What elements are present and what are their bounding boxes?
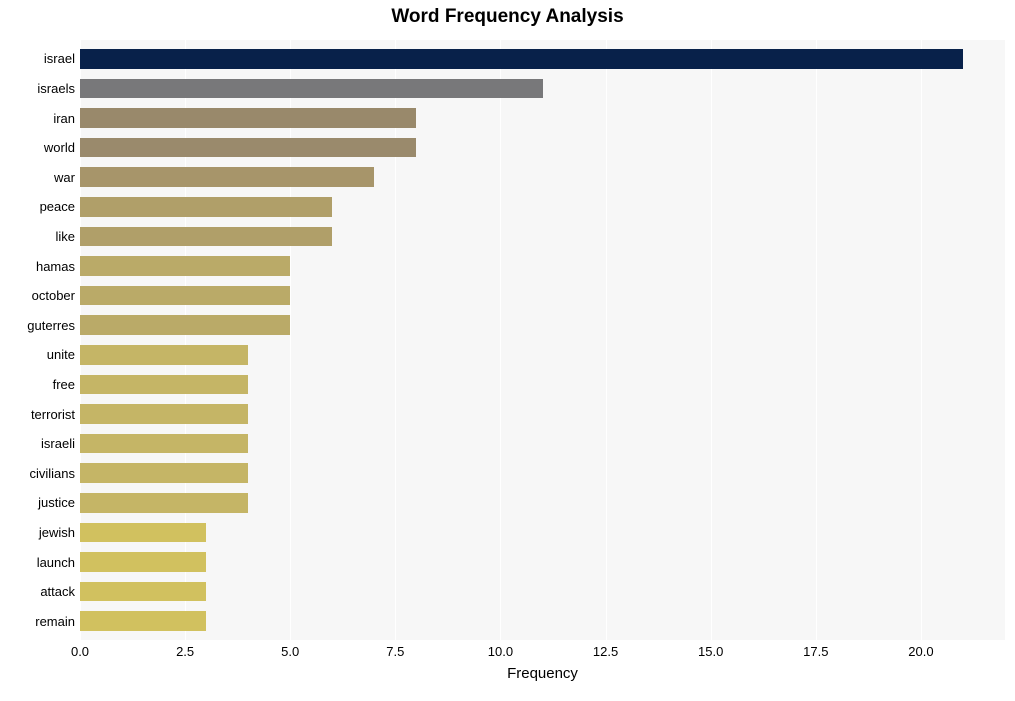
bar [80, 345, 248, 365]
y-tick-label: jewish [39, 525, 75, 540]
y-tick-label: civilians [29, 466, 75, 481]
y-tick-label: peace [40, 199, 75, 214]
bar [80, 552, 206, 572]
bar [80, 611, 206, 631]
x-tick-label: 0.0 [71, 644, 89, 659]
y-tick-label: war [54, 170, 75, 185]
x-tick-label: 7.5 [386, 644, 404, 659]
grid-line [395, 40, 396, 640]
bar [80, 197, 332, 217]
bar [80, 493, 248, 513]
bar [80, 49, 963, 69]
bar [80, 315, 290, 335]
y-tick-label: iran [53, 111, 75, 126]
y-tick-label: free [53, 377, 75, 392]
x-tick-label: 20.0 [908, 644, 933, 659]
grid-line [711, 40, 712, 640]
bar [80, 286, 290, 306]
y-tick-label: guterres [27, 318, 75, 333]
x-tick-label: 12.5 [593, 644, 618, 659]
bar [80, 167, 374, 187]
bar [80, 227, 332, 247]
grid-line [606, 40, 607, 640]
y-tick-label: world [44, 140, 75, 155]
x-tick-label: 15.0 [698, 644, 723, 659]
y-tick-label: justice [38, 495, 75, 510]
y-tick-label: hamas [36, 259, 75, 274]
y-tick-label: israeli [41, 436, 75, 451]
bar [80, 375, 248, 395]
x-axis-title: Frequency [80, 665, 1005, 682]
x-tick-label: 5.0 [281, 644, 299, 659]
bar [80, 138, 416, 158]
x-tick-label: 17.5 [803, 644, 828, 659]
x-tick-label: 10.0 [488, 644, 513, 659]
y-tick-label: launch [37, 555, 75, 570]
y-tick-label: like [55, 229, 75, 244]
bar [80, 108, 416, 128]
y-tick-label: unite [47, 347, 75, 362]
y-tick-label: attack [40, 584, 75, 599]
y-tick-label: israel [44, 51, 75, 66]
grid-line [921, 40, 922, 640]
bar [80, 79, 543, 99]
grid-line [185, 40, 186, 640]
plot-area [80, 40, 1005, 640]
x-tick-label: 2.5 [176, 644, 194, 659]
bar [80, 256, 290, 276]
bar [80, 404, 248, 424]
bar [80, 463, 248, 483]
y-tick-label: remain [35, 614, 75, 629]
chart-container: Word Frequency Analysis Frequency 0.0 2.5… [0, 0, 1015, 701]
y-tick-label: october [32, 288, 75, 303]
y-tick-label: israels [37, 81, 75, 96]
grid-line [500, 40, 501, 640]
grid-line [816, 40, 817, 640]
bar [80, 523, 206, 543]
chart-title: Word Frequency Analysis [0, 6, 1015, 28]
grid-line [80, 40, 81, 640]
bar [80, 582, 206, 602]
bar [80, 434, 248, 454]
grid-line [290, 40, 291, 640]
y-tick-label: terrorist [31, 407, 75, 422]
